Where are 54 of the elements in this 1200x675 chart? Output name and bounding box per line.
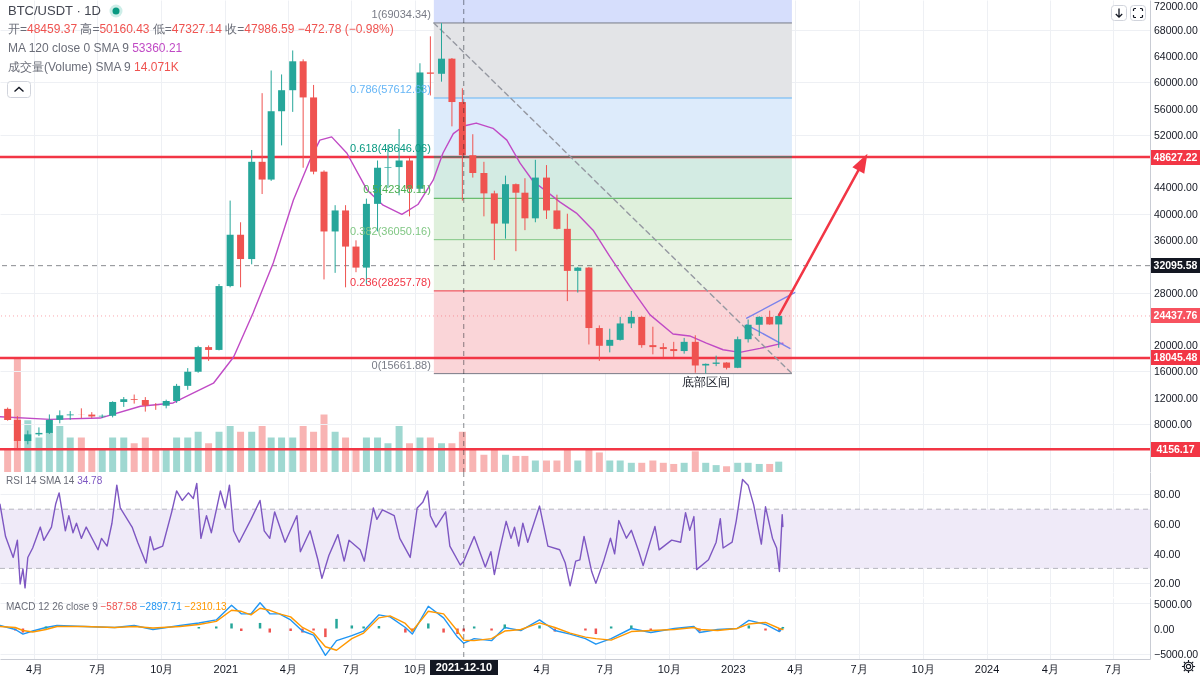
x-tick-label: 10月 [911,662,935,675]
annotation: MACD 12 26 close 9 −587.58 −2897.71 −2310.13 [6,601,227,613]
x-tick-label: 10月 [150,662,174,675]
annotation: RSI 14 SMA 14 34.78 [6,475,103,487]
x-tick-label: 10月 [657,662,681,675]
ref-line-label: 0.236(28257.78) [350,275,431,288]
x-tick-label: 4月 [1041,662,1059,675]
y-tick-label: 60.00 [1154,517,1181,530]
y-tick-label: 20.00 [1154,577,1181,590]
y-tick-label: 40000.00 [1154,207,1198,220]
y-tick-label: −5000.00 [1154,647,1199,660]
x-tick-label: 2023 [721,662,746,675]
y-tick-label: 8000.00 [1154,417,1192,430]
x-tick-label: 7月 [89,662,107,675]
y-tick-label: 56000.00 [1154,102,1198,115]
ref-line-label: 18045.48 [1151,350,1200,366]
ref-line-label: 24437.76 [1151,308,1200,324]
chart-title: BTC/USDT · 1D [8,3,101,19]
y-tick-label: 5000.00 [1154,598,1192,610]
y-tick-label: 16000.00 [1154,365,1198,378]
y-tick-label: 80.00 [1154,488,1181,501]
annotation: 成交量(Volume) SMA 9 14.071K [8,60,179,75]
y-tick-label: 64000.00 [1154,50,1198,63]
annotation: 底部区间 [681,375,730,390]
ref-line-label: 0(15661.88) [371,358,431,371]
y-tick-label: 68000.00 [1154,23,1198,36]
y-tick-label: 12000.00 [1154,391,1198,404]
y-tick-label: 0.00 [1154,622,1175,635]
ref-line-label: 32095.58 [1151,258,1200,274]
ref-line-label: 48627.22 [1151,149,1200,165]
x-tick-label: 7月 [850,662,868,675]
annotation: MA 120 close 0 SMA 9 53360.21 [8,41,183,56]
y-tick-label: 60000.00 [1154,76,1198,89]
x-tick-label: 4月 [279,662,297,675]
x-tick-label: 10月 [403,662,428,675]
ref-line-label: 4156.17 [1151,441,1200,457]
y-tick-label: 36000.00 [1154,234,1198,246]
y-tick-label: 44000.00 [1154,181,1198,194]
x-tick-label: 7月 [1105,662,1123,675]
text: 开=48459.37 高=50160.43 低=47327.14 收=47986.59 −472.78 (−0.98%) [8,22,394,36]
x-tick-label: 4月 [533,662,551,675]
ref-line-label: 2021-12-10 [429,660,499,675]
y-tick-label: 72000.00 [1154,0,1198,12]
x-tick-label: 2021 [213,662,239,675]
x-tick-label: 4月 [26,662,44,675]
y-tick-label: 52000.00 [1154,128,1198,141]
y-tick-label: 28000.00 [1154,286,1198,299]
x-tick-label: 4月 [787,662,805,675]
x-tick-label: 7月 [343,662,361,675]
y-tick-label: 40.00 [1154,547,1181,560]
ref-line-label: 1(69034.34) [371,7,431,20]
x-tick-label: 2024 [974,662,1000,675]
x-tick-label: 7月 [596,662,614,675]
y-tick-label: 20000.00 [1154,339,1198,352]
